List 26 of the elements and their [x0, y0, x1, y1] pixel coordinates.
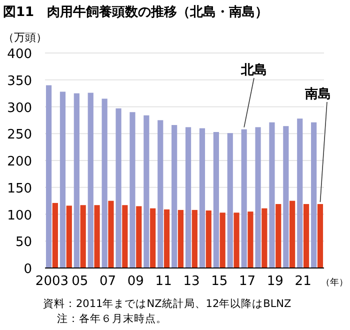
ytick: 200	[7, 154, 32, 170]
ytick: 100	[7, 208, 32, 224]
annotation: 注：各年６月末時点。	[57, 313, 167, 325]
annotation: 資料：2011年まではNZ統計局、12年以降はBLNZ	[43, 298, 292, 310]
ytick: 400	[7, 47, 32, 62]
title: 図11 肉用牛飼養頭数の推移（北島・南島）	[3, 5, 268, 20]
xtick: 07	[100, 274, 116, 289]
ytick: 50	[15, 235, 32, 250]
ytick: 150	[7, 181, 32, 196]
xlabel: （年）	[321, 278, 348, 288]
xtick: 17	[239, 274, 256, 289]
xtick: 05	[72, 274, 88, 289]
xtick: 21	[294, 274, 312, 289]
xtick: 19	[266, 274, 284, 289]
legend: 北島	[241, 63, 267, 78]
xtick: 15	[211, 274, 228, 289]
ytick: 300	[7, 100, 32, 116]
ytick: 250	[7, 128, 32, 143]
xtick: 09	[127, 274, 144, 289]
ytick: 0	[24, 262, 32, 277]
legend: 南島	[305, 87, 331, 102]
xtick: 2003	[35, 274, 69, 289]
xtick: 11	[155, 274, 172, 289]
xtick: 13	[183, 274, 200, 289]
ytick: 350	[7, 74, 32, 89]
ylabel: （万頭）	[3, 31, 47, 44]
